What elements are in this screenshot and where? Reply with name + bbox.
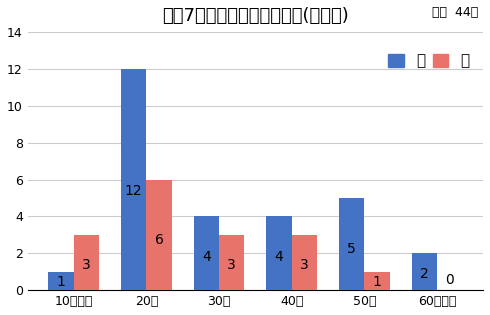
Text: 12: 12 (125, 184, 143, 198)
Bar (194, 216, 219, 290)
Text: 合計  44人: 合計 44人 (432, 6, 479, 19)
Bar (266, 216, 292, 290)
Bar (74, 235, 99, 290)
Legend: 男, 女: 男, 女 (382, 48, 475, 75)
Text: 1: 1 (57, 275, 66, 289)
Bar (121, 69, 147, 290)
Bar (412, 253, 437, 290)
Text: 4: 4 (202, 250, 211, 264)
Title: 令和7年　年代別梅毒報告数(速報値): 令和7年 年代別梅毒報告数(速報値) (162, 7, 349, 25)
Bar (339, 198, 364, 290)
Bar (219, 235, 245, 290)
Text: 3: 3 (300, 258, 309, 272)
Bar (292, 235, 317, 290)
Bar (49, 272, 74, 290)
Text: 2: 2 (420, 266, 429, 281)
Text: 6: 6 (155, 233, 164, 247)
Text: 1: 1 (372, 275, 381, 289)
Text: 4: 4 (274, 250, 283, 264)
Text: 0: 0 (445, 273, 454, 287)
Bar (364, 272, 390, 290)
Text: 3: 3 (82, 258, 91, 272)
Bar (147, 180, 172, 290)
Text: 3: 3 (227, 258, 236, 272)
Text: 5: 5 (347, 242, 356, 256)
